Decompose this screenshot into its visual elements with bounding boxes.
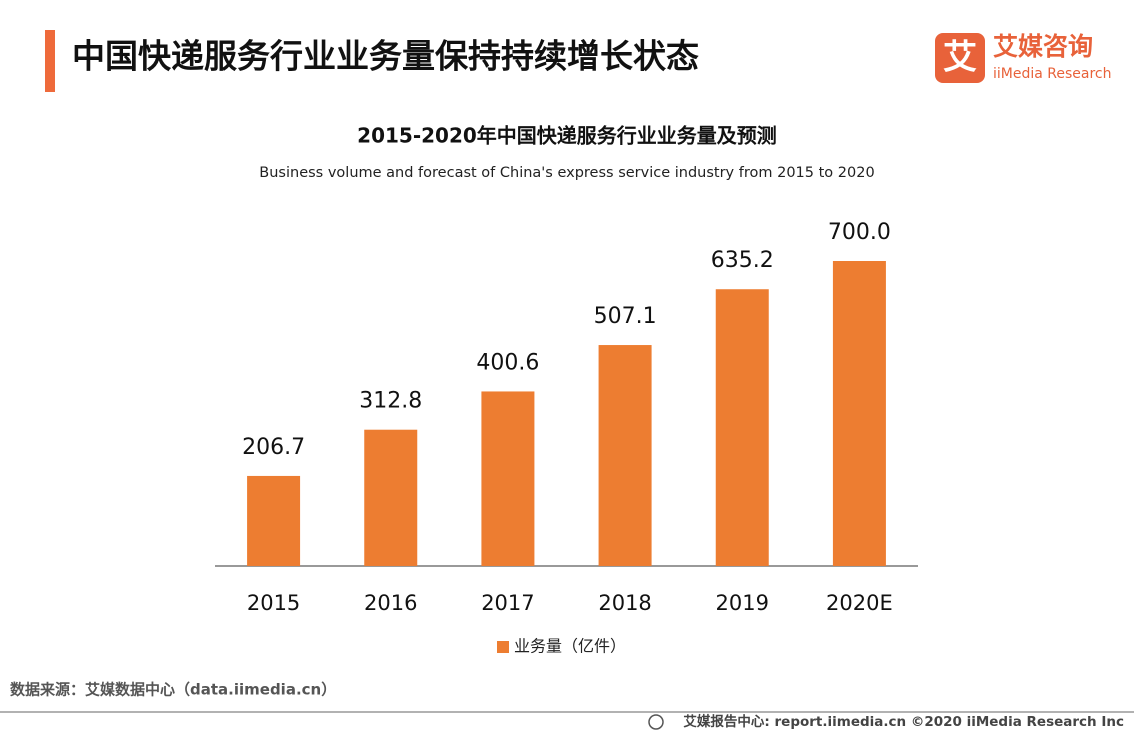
value-label: 700.0 (828, 220, 891, 245)
bar (832, 261, 886, 566)
value-label: 206.7 (242, 435, 305, 460)
header-accent (45, 30, 55, 92)
bar (598, 345, 652, 566)
logo-sub: iiMedia Research (993, 66, 1112, 82)
x-tick-label: 2019 (716, 591, 769, 615)
legend-label: 业务量（亿件） (514, 637, 626, 656)
x-tick-label: 2017 (481, 591, 534, 615)
bar (481, 391, 535, 566)
legend-swatch (497, 641, 509, 653)
value-label: 400.6 (476, 350, 539, 375)
chart-subtitle: Business volume and forecast of China's … (259, 165, 874, 181)
x-tick-label: 2015 (247, 591, 300, 615)
footer: 艾媒报告中心: report.iimedia.cn ©2020 iiMedia … (683, 713, 1124, 730)
bar (715, 289, 769, 566)
x-tick-label: 2018 (598, 591, 651, 615)
source: 数据来源：艾媒数据中心（data.iimedia.cn） (10, 681, 336, 699)
bar (247, 475, 301, 566)
logo-mark: 艾 (943, 38, 977, 78)
value-label: 312.8 (359, 389, 422, 414)
value-label: 635.2 (711, 248, 774, 273)
header-title: 中国快递服务行业业务量保持持续增长状态 (72, 37, 699, 76)
value-label: 507.1 (594, 304, 657, 329)
x-tick-label: 2016 (364, 591, 417, 615)
footer-icon (648, 714, 664, 730)
x-tick-label: 2020E (826, 591, 893, 615)
logo-name: 艾媒咨询 (993, 32, 1093, 61)
bar (364, 429, 418, 566)
chart-title: 2015-2020年中国快递服务行业业务量及预测 (357, 124, 777, 148)
logo-mark-bg (935, 33, 985, 83)
